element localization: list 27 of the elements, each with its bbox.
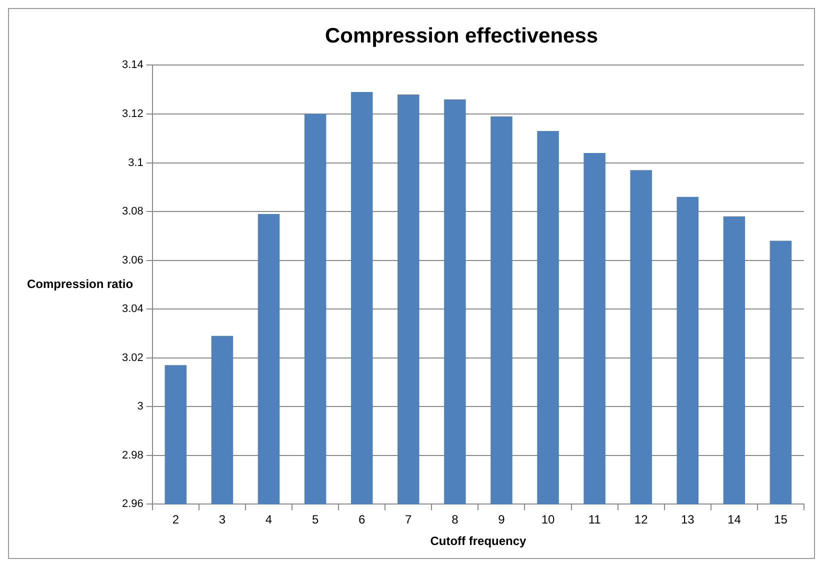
y-tick-label: 2.98 <box>122 449 144 462</box>
x-tick-label: 10 <box>541 512 556 527</box>
x-tick-label: 13 <box>680 512 695 527</box>
y-tick-label: 3 <box>137 400 144 413</box>
y-tick-label: 3.14 <box>122 59 144 72</box>
x-tick-label: 9 <box>498 512 506 527</box>
y-tick-label: 2.96 <box>122 498 144 510</box>
x-tick-label: 4 <box>265 512 272 527</box>
y-tick-label: 3.08 <box>122 206 144 218</box>
y-tick-label: 3.06 <box>122 254 144 266</box>
x-tick-label: 2 <box>172 512 180 527</box>
x-tick-label: 12 <box>634 512 648 527</box>
y-tick-label: 3.12 <box>122 108 144 120</box>
y-tick-label: 3.04 <box>122 303 144 316</box>
x-tick-label: 7 <box>405 512 412 527</box>
chart-title: Compression effectiveness <box>324 24 598 48</box>
x-tick-label: 6 <box>358 512 366 527</box>
y-axis-title: Compression ratio <box>27 277 134 292</box>
x-axis-title: Cutoff frequency <box>430 534 527 548</box>
x-tick-label: 14 <box>728 512 742 527</box>
x-tick-label: 8 <box>452 512 459 527</box>
x-tick-label: 5 <box>312 512 319 527</box>
x-tick-label: 3 <box>218 512 226 527</box>
y-tick-label: 3.1 <box>128 156 144 169</box>
y-tick-label: 3.02 <box>122 352 144 364</box>
x-tick-label: 11 <box>588 512 602 527</box>
x-tick-label: 15 <box>774 512 788 527</box>
